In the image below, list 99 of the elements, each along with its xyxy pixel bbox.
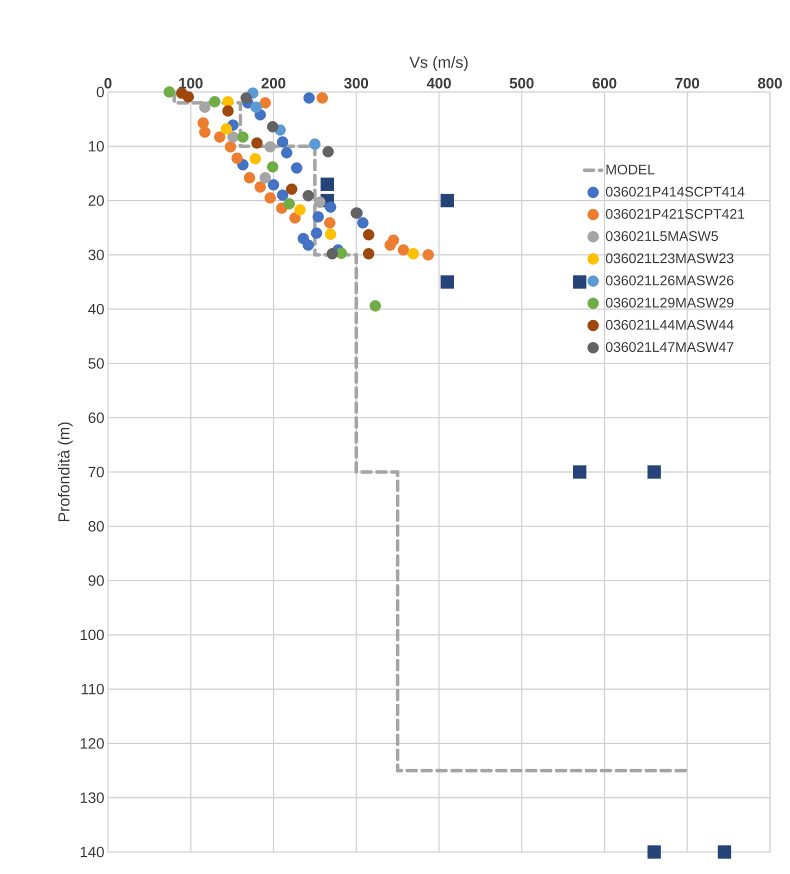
point (281, 147, 292, 158)
point (324, 201, 336, 213)
point (312, 211, 324, 223)
point (310, 227, 322, 239)
point (320, 178, 334, 191)
point (199, 126, 210, 138)
point (302, 239, 314, 251)
point (240, 92, 252, 104)
x-tick-label: 800 (758, 78, 782, 88)
point (276, 136, 288, 148)
y-tick-label: 0 (96, 86, 104, 98)
x-tick-label: 600 (592, 78, 616, 88)
x-tick-label: 200 (262, 78, 286, 88)
legend-label: 036021P421SCPT421 (606, 208, 744, 219)
point (244, 172, 256, 184)
x-tick-label: 300 (344, 78, 368, 88)
point (316, 92, 328, 104)
point (250, 102, 262, 113)
point (302, 190, 314, 202)
y-axis-title: Profondità (m) (58, 422, 73, 522)
x-tick-label: 100 (179, 78, 203, 88)
y-tick-label: 20 (88, 195, 104, 206)
point (370, 300, 381, 312)
point (250, 153, 261, 164)
point (264, 192, 276, 204)
point (573, 275, 586, 289)
point (309, 138, 321, 150)
point (237, 131, 249, 143)
point (326, 248, 338, 260)
point (264, 141, 276, 153)
y-tick-label: 100 (80, 630, 104, 640)
point (220, 123, 232, 135)
y-tick-label: 120 (80, 738, 104, 749)
y-tick-label: 40 (88, 304, 104, 314)
point (440, 275, 454, 289)
point (408, 248, 420, 260)
point (266, 121, 278, 132)
y-tick-label: 10 (89, 140, 104, 152)
point (324, 217, 336, 229)
point (260, 172, 271, 184)
point (286, 183, 298, 195)
point (290, 162, 302, 174)
point (284, 198, 295, 210)
point (336, 248, 348, 259)
point (647, 465, 661, 479)
point (266, 161, 278, 173)
x-tick-label: 700 (675, 78, 700, 88)
point (314, 196, 326, 208)
y-tick-label: 130 (80, 792, 104, 803)
y-tick-label: 110 (82, 684, 104, 694)
point (718, 845, 732, 859)
point (254, 181, 266, 193)
point (260, 97, 271, 109)
point (422, 249, 434, 261)
point (573, 465, 586, 479)
legend-label: MODEL (606, 164, 655, 174)
point (209, 96, 220, 108)
legend-label: 036021L29MASW29 (606, 298, 734, 308)
point (289, 212, 301, 224)
point (199, 102, 210, 113)
point (357, 217, 369, 229)
point (268, 179, 280, 191)
point (440, 194, 454, 208)
y-tick-label: 60 (88, 412, 104, 423)
point (222, 105, 234, 117)
point (276, 189, 288, 201)
point (182, 91, 194, 103)
x-tick-label: 400 (426, 78, 451, 88)
point (197, 117, 209, 129)
point (224, 141, 236, 153)
point (303, 92, 315, 104)
point (294, 204, 306, 216)
point (362, 229, 374, 240)
point (322, 146, 334, 158)
y-tick-label: 80 (88, 520, 104, 532)
y-tick-label: 90 (88, 575, 104, 586)
point (324, 228, 336, 240)
y-tick-label: 30 (88, 250, 104, 260)
x-tick-label: 500 (510, 78, 534, 88)
point (214, 131, 226, 143)
legend-label: 036021L44MASW44 (606, 320, 734, 330)
point (362, 248, 374, 260)
y-tick-label: 50 (88, 358, 104, 369)
point (164, 86, 175, 98)
point (251, 137, 263, 149)
point (398, 244, 410, 256)
y-tick-label: 70 (88, 466, 104, 478)
point (647, 845, 661, 859)
y-tick-label: 140 (80, 846, 104, 858)
legend-label: 036021L5MASW5 (606, 231, 718, 242)
legend-label: 036021P414SCPT414 (606, 186, 745, 197)
x-axis-title: Vs (m/s) (409, 56, 468, 72)
legend-label: 036021L26MASW26 (606, 276, 734, 286)
point (227, 131, 239, 143)
point (231, 152, 243, 164)
x-tick-label: 0 (104, 78, 112, 88)
legend-label: 036021L47MASW47 (606, 342, 734, 352)
legend-label: 036021L23MASW23 (606, 253, 734, 264)
point (388, 234, 400, 246)
